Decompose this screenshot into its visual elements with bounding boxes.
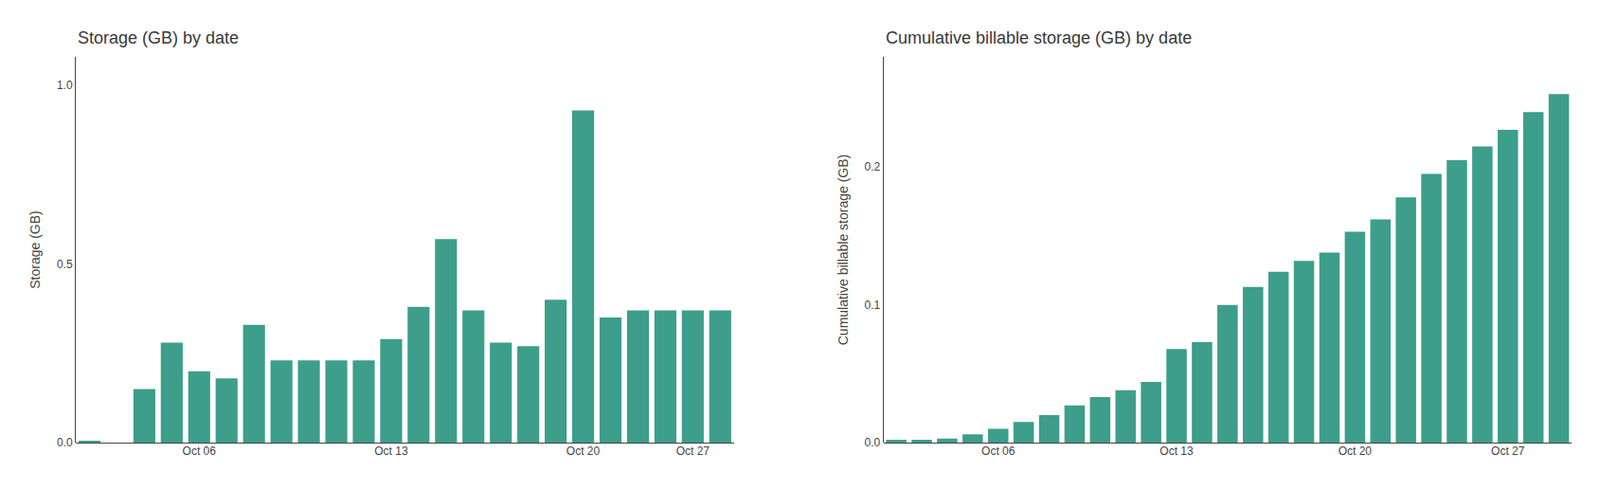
svg-text:Cumulative billable storage (G: Cumulative billable storage (GB) [835, 154, 851, 346]
svg-text:0.5: 0.5 [56, 257, 73, 271]
svg-text:Oct 06: Oct 06 [182, 444, 217, 458]
svg-text:0.1: 0.1 [864, 298, 881, 312]
svg-text:Oct 27: Oct 27 [1491, 444, 1526, 458]
svg-text:Oct 20: Oct 20 [566, 444, 601, 458]
svg-text:Cumulative billable storage (G: Cumulative billable storage (GB) by date [885, 28, 1192, 48]
svg-text:0.0: 0.0 [56, 435, 73, 450]
svg-text:Oct 20: Oct 20 [1338, 444, 1373, 458]
svg-text:Storage (GB) by date: Storage (GB) by date [77, 28, 239, 48]
svg-text:Oct 13: Oct 13 [1159, 444, 1194, 458]
svg-text:Storage (GB): Storage (GB) [27, 210, 43, 288]
svg-text:Oct 06: Oct 06 [981, 444, 1016, 458]
svg-text:0.2: 0.2 [864, 160, 881, 174]
svg-text:1.0: 1.0 [56, 78, 73, 92]
svg-text:Oct 27: Oct 27 [676, 444, 711, 458]
svg-text:0.0: 0.0 [864, 435, 881, 450]
svg-text:Oct 13: Oct 13 [374, 444, 409, 458]
